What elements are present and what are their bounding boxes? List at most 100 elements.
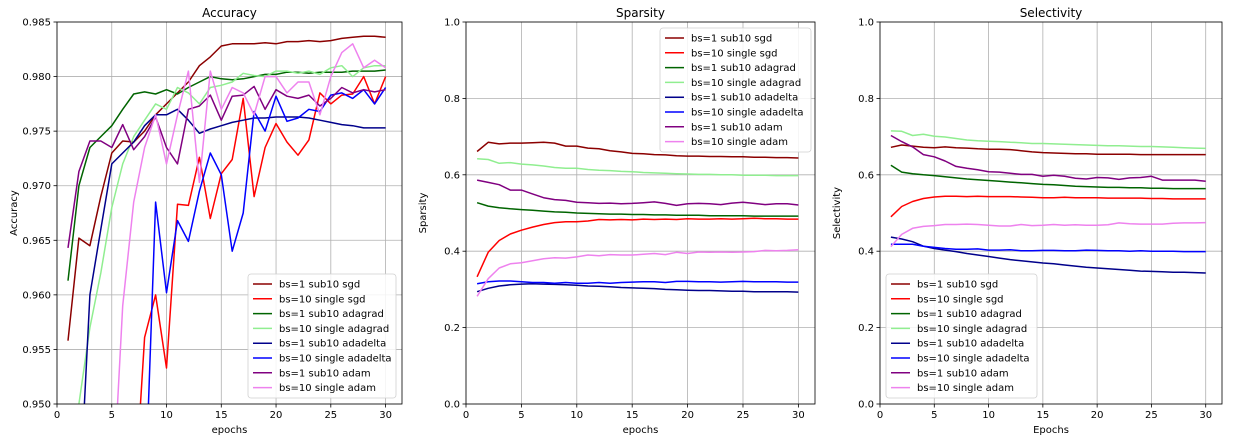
- chart-sparsity-legend-label: bs=1 sub10 adam: [691, 122, 783, 133]
- chart-selectivity-xtick-label: 0: [877, 410, 883, 421]
- chart-sparsity-legend-item: bs=10 single sgd: [665, 48, 778, 59]
- chart-accuracy-ytick-label: 0.970: [22, 181, 51, 192]
- chart-sparsity-series-bs-10-single-adadelta: [476, 280, 799, 285]
- chart-sparsity-legend: bs=1 sub10 sgd bs=10 single sgd bs=1 sub10…: [659, 27, 812, 153]
- chart-sparsity-legend-label: bs=1 sub10 sgd: [691, 34, 772, 45]
- chart-accuracy-legend-label: bs=1 sub10 adadelta: [279, 339, 386, 350]
- chart-selectivity-ytick-label: 0.4: [858, 247, 874, 258]
- chart-sparsity-xtick-label: 15: [626, 410, 639, 421]
- chart-sparsity-ylabel: Sparsity: [418, 193, 429, 234]
- chart-sparsity-legend-label: bs=1 sub10 adagrad: [691, 63, 796, 74]
- chart-sparsity-series-bs-10-single-adagrad: [477, 158, 799, 177]
- chart-selectivity-legend: bs=1 sub10 sgd bs=10 single sgd bs=1 sub10…: [885, 273, 1038, 399]
- chart-sparsity-series-bs-1-sub10-adam: [476, 179, 799, 207]
- chart-selectivity: 0 5 10 15 20 25 30 0.0 0.2 0.4 0.6 0.8 1.0 Selectivit…: [832, 6, 1223, 436]
- chart-accuracy-legend-label: bs=10 single adam: [279, 383, 376, 394]
- chart-selectivity-xtick-label: 10: [982, 410, 995, 421]
- chart-accuracy-frame: [56, 21, 403, 405]
- chart-accuracy-ytick-label: 0.965: [22, 236, 51, 247]
- chart-accuracy-legend: bs=1 sub10 sgd bs=10 single sgd bs=1 sub10…: [247, 273, 397, 399]
- chart-accuracy-ytick-label: 0.955: [22, 345, 51, 356]
- chart-selectivity-series-bs-1-sub10-adagrad: [890, 164, 1206, 190]
- chart-sparsity-series-bs-1-sub10-sgd: [476, 141, 799, 159]
- chart-sparsity-xtick-label: 10: [570, 410, 583, 421]
- chart-accuracy-legend-label: bs=10 single sgd: [279, 294, 366, 305]
- chart-sparsity-legend-item: bs=10 single adam: [665, 137, 788, 148]
- chart-selectivity-legend-item: bs=10 single adagrad: [891, 324, 1027, 335]
- chart-selectivity-xtick-label: 30: [1199, 410, 1212, 421]
- chart-sparsity-ytick-label: 0.6: [444, 170, 460, 181]
- chart-sparsity-legend-label: bs=1 sub10 adadelta: [691, 93, 798, 104]
- chart-sparsity-legend-label: bs=10 single adam: [691, 137, 788, 148]
- chart-accuracy-legend-item: bs=10 single adagrad: [253, 324, 389, 335]
- chart-accuracy-series-bs-10-single-adam: [116, 43, 387, 404]
- chart-accuracy-series-bs-10-single-adagrad: [78, 64, 386, 404]
- chart-sparsity-ytick-label: 0.0: [444, 400, 460, 411]
- chart-sparsity-xtick-label: 20: [681, 410, 694, 421]
- chart-selectivity-legend-label: bs=1 sub10 adagrad: [917, 309, 1022, 320]
- chart-selectivity-xtick-label: 15: [1036, 410, 1049, 421]
- chart-accuracy-legend-label: bs=10 single adadelta: [279, 354, 392, 365]
- chart-selectivity-legend-label: bs=1 sub10 adam: [917, 368, 1009, 379]
- chart-sparsity-series-bs-10-single-sgd: [476, 217, 799, 278]
- chart-sparsity-ytick-label: 0.8: [444, 94, 460, 105]
- chart-accuracy-series-bs-10-single-sgd: [139, 75, 387, 404]
- chart-sparsity-xlabel: epochs: [623, 425, 659, 436]
- chart-selectivity-legend-label: bs=10 single sgd: [917, 294, 1004, 305]
- chart-accuracy-xtick-label: 0: [54, 410, 60, 421]
- chart-accuracy-legend-label: bs=1 sub10 adagrad: [279, 309, 384, 320]
- chart-sparsity-xtick-label: 25: [737, 410, 750, 421]
- chart-accuracy-xtick-label: 30: [379, 410, 392, 421]
- chart-selectivity-frame: [879, 21, 1223, 405]
- chart-sparsity-series-bs-1-sub10-adagrad: [476, 201, 799, 217]
- chart-selectivity-legend-label: bs=10 single adadelta: [917, 354, 1030, 365]
- chart-sparsity-legend-box: [659, 27, 812, 153]
- chart-accuracy-legend-label: bs=1 sub10 sgd: [279, 280, 360, 291]
- chart-selectivity-xtick-label: 25: [1145, 410, 1158, 421]
- chart-accuracy-series-bs-1-sub10-sgd: [67, 35, 386, 341]
- chart-sparsity-ytick-label: 0.2: [444, 323, 460, 334]
- chart-selectivity-ytick-label: 0.6: [858, 170, 874, 181]
- chart-sparsity-legend-item: bs=1 sub10 sgd: [665, 34, 772, 45]
- chart-accuracy-ytick-label: 0.985: [22, 18, 51, 29]
- chart-accuracy-xtick-label: 15: [215, 410, 228, 421]
- chart-selectivity-series-bs-10-single-adadelta: [890, 243, 1206, 253]
- chart-selectivity-series-bs-1-sub10-sgd: [890, 144, 1206, 156]
- chart-selectivity-xtick-label: 20: [1091, 410, 1104, 421]
- chart-accuracy-series-bs-1-sub10-adagrad: [67, 69, 386, 281]
- chart-sparsity-ytick-label: 0.4: [444, 247, 460, 258]
- chart-sparsity-legend-label: bs=10 single sgd: [691, 48, 778, 59]
- chart-accuracy-ytick-label: 0.980: [22, 72, 51, 83]
- chart-accuracy-legend-item: bs=10 single sgd: [253, 294, 366, 305]
- chart-selectivity-series-bs-1-sub10-adadelta: [890, 236, 1206, 274]
- chart-accuracy: 0 5 10 15 20 25 30 0.950 0.955 0.960 0.965 0.970 0.9…: [9, 6, 403, 436]
- chart-selectivity-legend-item: bs=10 single adadelta: [891, 354, 1030, 365]
- chart-accuracy-legend-item: bs=1 sub10 adadelta: [253, 339, 386, 350]
- chart-accuracy-title: Accuracy: [202, 6, 257, 20]
- chart-sparsity-xtick-label: 30: [792, 410, 805, 421]
- chart-selectivity-xlabel: Epochs: [1033, 425, 1069, 436]
- chart-accuracy-series-bs-10-single-adadelta: [147, 87, 387, 404]
- chart-accuracy-legend-item: bs=1 sub10 adam: [253, 368, 371, 379]
- chart-sparsity-legend-label: bs=10 single adadelta: [691, 108, 804, 119]
- chart-selectivity-legend-item: bs=1 sub10 sgd: [891, 280, 998, 291]
- chart-sparsity-series-bs-1-sub10-adadelta: [476, 282, 799, 293]
- chart-selectivity-ytick-label: 1.0: [858, 18, 874, 29]
- chart-sparsity-legend-item: bs=10 single adadelta: [665, 108, 804, 119]
- chart-selectivity-ytick-label: 0.8: [858, 94, 874, 105]
- chart-accuracy-legend-item: bs=10 single adam: [253, 383, 376, 394]
- chart-accuracy-series-bs-1-sub10-adadelta: [83, 108, 386, 404]
- chart-accuracy-ylabel: Accuracy: [9, 190, 20, 236]
- chart-selectivity-series-bs-10-single-adam: [890, 221, 1206, 248]
- chart-accuracy-legend-box: [247, 273, 397, 399]
- chart-accuracy-legend-label: bs=1 sub10 adam: [279, 368, 371, 379]
- chart-accuracy-xtick-label: 10: [160, 410, 173, 421]
- chart-selectivity-legend-item: bs=1 sub10 adagrad: [891, 309, 1022, 320]
- chart-selectivity-series-bs-1-sub10-adam: [890, 134, 1206, 183]
- chart-selectivity-title: Selectivity: [1020, 6, 1083, 20]
- chart-accuracy-xtick-label: 5: [109, 410, 115, 421]
- chart-sparsity-ytick-label: 1.0: [444, 18, 460, 29]
- chart-selectivity-legend-label: bs=10 single adagrad: [917, 324, 1027, 335]
- chart-selectivity-legend-item: bs=1 sub10 adam: [891, 368, 1009, 379]
